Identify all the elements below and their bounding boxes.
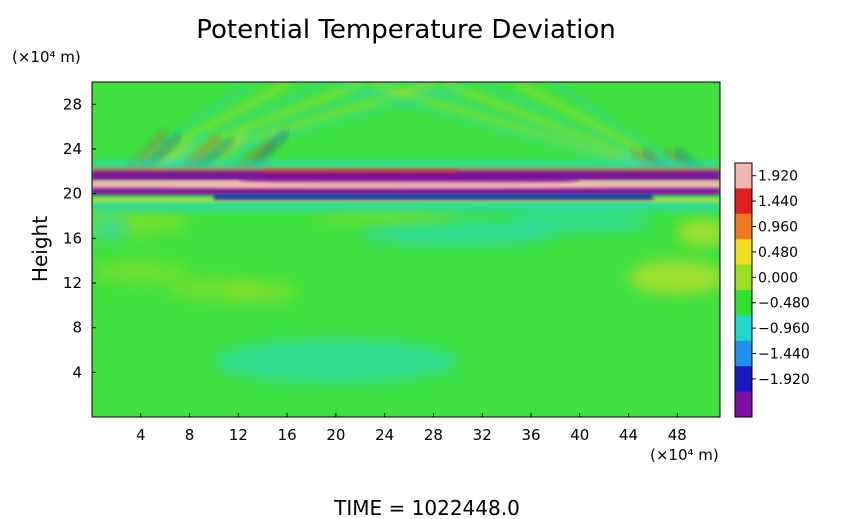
band-layer (92, 198, 720, 203)
x-tick-label: 24 (375, 426, 394, 444)
colorbar-swatch (735, 188, 752, 215)
colorbar-swatch (735, 366, 752, 393)
wave-ray (406, 82, 651, 169)
y-tick-label: 12 (63, 274, 82, 292)
colorbar-swatch (735, 290, 752, 316)
band-layer (92, 188, 720, 195)
x-unit-label: (×10⁴ m) (650, 446, 719, 464)
time-label: TIME = 1022448.0 (333, 496, 520, 519)
field-patch (506, 210, 653, 233)
band-layer (262, 169, 458, 174)
field-patch (360, 219, 556, 247)
colorbar: 1.920 1.440 0.960 0.480 0.000 −0.480 −0.960 −1.… (734, 162, 810, 418)
heatmap-field (92, 82, 720, 384)
field-patch (92, 260, 190, 284)
x-tick-label: 16 (278, 426, 297, 444)
y-tick-label: 8 (72, 319, 82, 337)
wave-ray (169, 82, 473, 169)
x-tick-label: 32 (473, 426, 492, 444)
field-patch (628, 260, 720, 295)
field-patch (92, 213, 129, 241)
x-tick-label: 44 (619, 426, 638, 444)
x-tick-label: 36 (521, 426, 540, 444)
field-patch (92, 208, 190, 235)
x-tick-label: 8 (185, 426, 195, 444)
y-tick-label: 20 (63, 185, 82, 203)
colorbar-label: 1.920 (758, 169, 798, 185)
wave-ray (443, 82, 658, 169)
y-tick-label: 16 (63, 229, 82, 247)
y-unit-label: (×10⁴ m) (12, 48, 81, 66)
wave-ray (333, 82, 636, 169)
plot-frame (91, 81, 721, 418)
y-ticks: 4 8 12 16 20 24 28 (63, 95, 96, 381)
colorbar-swatch (735, 163, 752, 189)
band-layer (92, 199, 720, 211)
y-axis-label: Height (28, 216, 52, 282)
colorbar-frame (734, 162, 753, 418)
wave-ray (126, 82, 254, 169)
y-tick-label: 4 (72, 363, 82, 381)
wave-ray (155, 82, 400, 169)
y-tick-label: 24 (63, 140, 82, 158)
colorbar-label: 0.000 (758, 270, 798, 286)
field-patch (226, 280, 300, 304)
x-tick-label: 20 (326, 426, 345, 444)
field-patch (311, 209, 458, 223)
x-tick-label: 4 (136, 426, 146, 444)
colorbar-label: −0.480 (758, 296, 810, 312)
colorbar-label: −1.440 (758, 347, 810, 363)
colorbar-label: −1.920 (758, 372, 810, 388)
colorbar-label: 0.960 (758, 220, 798, 236)
colorbar-swatch (735, 239, 752, 266)
chart-title: Potential Temperature Deviation (196, 15, 616, 45)
x-tick-label: 40 (570, 426, 589, 444)
x-ticks: 4 8 12 16 20 24 28 32 36 40 44 48 (136, 413, 687, 444)
x-tick-label: 28 (424, 426, 443, 444)
colorbar-label: 1.440 (758, 194, 798, 210)
wave-ray (140, 82, 327, 169)
x-tick-label: 48 (668, 426, 687, 444)
field-patch (213, 338, 458, 384)
colorbar-swatch (735, 213, 752, 240)
y-tick-label: 28 (63, 95, 82, 113)
band-layer (92, 161, 720, 173)
band-bulge (165, 181, 605, 188)
colorbar-label: 0.480 (758, 245, 798, 261)
band-layer (213, 194, 653, 200)
field-patch (677, 219, 720, 247)
colorbar-swatch (735, 340, 752, 367)
x-tick-label: 12 (229, 426, 248, 444)
colorbar-label: −0.960 (758, 321, 810, 337)
colorbar-swatch (735, 264, 752, 291)
colorbar-swatch (735, 315, 752, 342)
colorbar-swatch (735, 391, 752, 418)
